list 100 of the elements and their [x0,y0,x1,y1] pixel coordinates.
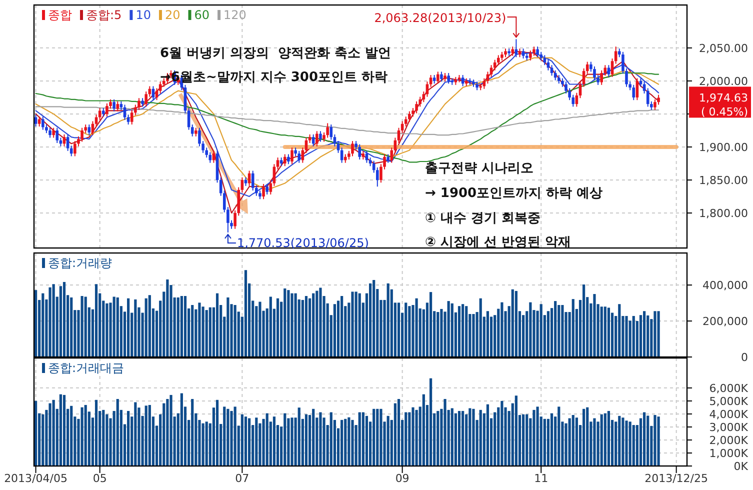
bar [354,292,358,357]
bar [582,408,586,466]
bar [646,315,650,357]
bar [604,413,606,466]
bar [604,306,606,357]
y-tick-label: 1,800.00 [699,207,748,220]
bar [94,284,98,357]
bar [180,296,183,357]
bar [348,417,350,466]
legend-label: 10 [136,8,151,22]
bar [625,420,628,466]
candlestick [38,116,41,127]
candlestick [208,152,212,164]
bar [351,420,354,466]
bar [450,408,454,466]
bar [272,416,276,466]
y-tick-label: 4,000K [709,408,749,421]
y-tick-label: 2,000.00 [699,74,748,88]
candlestick [632,84,636,101]
bar [522,315,525,357]
bar [216,293,219,357]
candlestick [607,64,610,78]
bar [240,414,244,466]
y-tick-label: 0 [741,351,748,364]
candlestick [66,134,70,152]
candlestick [41,116,44,130]
bar [386,283,390,357]
bar [216,400,219,466]
bar [34,290,38,357]
candlestick [298,150,301,164]
y-tick-label: 400,000 [702,279,748,292]
bar [558,305,560,357]
bar [290,293,294,357]
annotation: 6월 버냉키 의장의 양적완화 축소 발언 [160,46,392,61]
bar [514,396,518,466]
x-tick-label: 07 [235,472,250,485]
bar [148,404,151,466]
bar [148,295,151,357]
bar [344,418,347,466]
legend-label: 20 [164,8,180,22]
bar [586,407,589,466]
bar [394,403,396,466]
bar [298,408,300,466]
legend-label: 종합:5 [86,8,122,22]
annotation: ② 시장에 선 반영된 악재 [425,235,572,250]
bar [386,416,390,466]
candlestick [326,122,329,138]
bar [642,412,646,466]
bar [632,316,635,357]
annotation: → 1900포인트까지 하락 예상 [425,186,603,201]
bar [486,404,490,466]
bar [372,408,376,466]
bar [94,400,98,466]
candlestick [283,154,286,167]
bar [462,410,464,466]
bar [429,292,432,357]
bar [572,299,574,357]
bar [500,302,504,357]
bar [269,296,272,357]
bar [198,302,201,357]
candlestick [80,127,84,142]
y-tick-label: 1,900.00 [699,140,748,154]
bar [540,304,542,357]
bar [266,413,268,466]
bar [301,300,304,357]
candlestick [56,127,59,144]
bar [465,306,468,357]
y-tick-label: 1,850.00 [699,174,748,187]
bar [536,406,539,466]
candlestick [316,130,318,147]
candlestick [351,140,354,157]
candlestick [88,124,91,136]
bar [543,418,546,466]
bar [106,414,108,466]
bar [312,408,315,466]
bar [284,288,286,357]
bar [42,414,44,466]
bar [397,398,400,466]
bar [191,305,194,357]
bar [230,410,233,466]
bar [593,294,596,357]
annotation: ① 내수 경기 회복중 [425,211,541,226]
x-tick-label: 2013/04/05 [4,472,68,485]
candlestick [276,157,280,170]
bar [654,414,656,466]
candlestick [514,38,518,58]
bar [340,420,344,466]
candlestick [654,98,656,110]
bar [304,414,308,466]
x-tick-label: 05 [92,472,107,485]
bar [486,311,490,357]
legend-label: 60 [194,8,210,22]
text: ( 0.45%) [700,106,748,119]
y-tick-label: 5,000K [709,394,749,408]
y-tick-label: 6,000K [709,382,749,395]
bar [572,414,574,466]
candlestick [123,104,126,120]
bar [458,410,461,466]
bar [294,293,297,357]
bar [276,298,280,357]
